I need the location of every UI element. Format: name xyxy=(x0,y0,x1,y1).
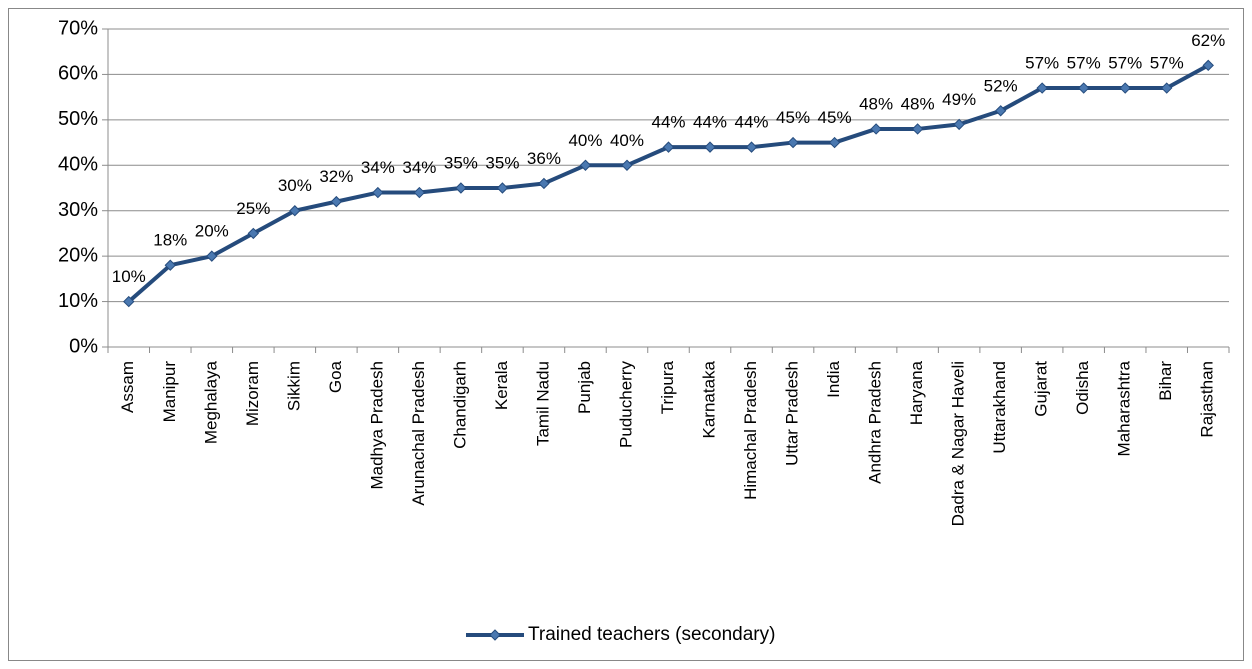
data-point xyxy=(372,186,384,199)
data-label: 57% xyxy=(1067,54,1101,73)
data-point xyxy=(911,123,924,135)
x-tick-label: Meghalaya xyxy=(201,360,220,444)
x-tick-label: Haryana xyxy=(907,360,926,425)
data-point xyxy=(953,118,965,131)
data-label: 25% xyxy=(236,199,270,218)
data-label: 48% xyxy=(901,94,935,113)
y-tick-label: 20% xyxy=(58,244,98,266)
data-label: 44% xyxy=(651,113,685,132)
data-point xyxy=(1161,82,1173,94)
data-point xyxy=(1036,82,1048,94)
x-tick-label: Assam xyxy=(118,361,137,413)
data-label: 44% xyxy=(735,113,769,132)
x-tick-label: Bihar xyxy=(1156,361,1175,401)
data-label: 40% xyxy=(568,131,602,150)
x-tick-label: Sikkim xyxy=(284,361,303,411)
data-point xyxy=(1202,59,1214,72)
data-point xyxy=(455,182,467,194)
data-label: 32% xyxy=(319,167,353,186)
legend-marker xyxy=(489,629,501,641)
x-tick-label: Punjab xyxy=(575,361,594,414)
data-label: 18% xyxy=(153,231,187,250)
x-tick-label: Karnataka xyxy=(700,360,719,438)
data-label: 30% xyxy=(278,176,312,195)
x-tick-label: Goa xyxy=(326,360,345,393)
x-tick-label: Puducherry xyxy=(616,361,635,448)
y-tick-label: 0% xyxy=(69,335,98,357)
x-tick-label: Rajasthan xyxy=(1198,361,1217,438)
x-tick-label: Madhya Pradesh xyxy=(367,361,386,490)
x-tick-label: Tamil Nadu xyxy=(533,361,552,446)
x-tick-label: Manipur xyxy=(160,361,179,423)
data-point xyxy=(496,182,509,194)
data-label: 35% xyxy=(485,153,519,172)
data-point xyxy=(787,136,799,149)
data-label: 10% xyxy=(112,267,146,286)
data-point xyxy=(994,105,1007,117)
data-label: 45% xyxy=(776,108,810,127)
y-tick-label: 40% xyxy=(58,154,98,176)
x-tick-label: Andhra Pradesh xyxy=(866,361,885,484)
data-point xyxy=(579,159,592,171)
x-tick-label: Odisha xyxy=(1073,360,1092,414)
data-label: 40% xyxy=(610,131,644,150)
x-tick-label: Arunachal Pradesh xyxy=(409,361,428,506)
data-point xyxy=(123,295,135,308)
data-point xyxy=(1119,82,1131,94)
x-tick-label: Kerala xyxy=(492,360,511,410)
data-label: 62% xyxy=(1191,31,1225,50)
data-point xyxy=(164,259,176,271)
x-tick-label: Himachal Pradesh xyxy=(741,361,760,500)
data-point xyxy=(662,141,675,153)
data-point xyxy=(330,195,343,208)
y-tick-label: 70% xyxy=(58,17,98,39)
data-point xyxy=(621,159,633,171)
data-label: 48% xyxy=(859,94,893,113)
data-point xyxy=(247,227,260,240)
y-tick-label: 50% xyxy=(58,108,98,130)
data-point xyxy=(704,141,716,153)
x-tick-label: Uttarakhand xyxy=(990,361,1009,454)
x-tick-label: Maharashtra xyxy=(1115,360,1134,456)
y-tick-label: 60% xyxy=(58,63,98,85)
x-tick-label: Tripura xyxy=(658,360,677,414)
y-tick-label: 30% xyxy=(58,199,98,221)
data-label: 57% xyxy=(1025,54,1059,73)
x-tick-label: India xyxy=(824,360,843,397)
data-label: 35% xyxy=(444,153,478,172)
data-label: 57% xyxy=(1108,54,1142,73)
data-label: 34% xyxy=(361,158,395,177)
data-point xyxy=(870,123,882,135)
data-point xyxy=(1077,82,1090,94)
x-tick-label: Gujarat xyxy=(1032,361,1051,417)
data-point xyxy=(745,141,758,153)
x-tick-label: Dadra & Nagar Haveli xyxy=(949,361,968,526)
data-point xyxy=(289,205,301,217)
data-label: 34% xyxy=(402,158,436,177)
legend-label: Trained teachers (secondary) xyxy=(528,624,775,645)
data-label: 57% xyxy=(1150,54,1184,73)
data-label: 52% xyxy=(984,76,1018,95)
chart-frame xyxy=(8,8,1244,661)
y-tick-label: 10% xyxy=(58,290,98,312)
data-label: 20% xyxy=(195,222,229,241)
data-label: 45% xyxy=(818,108,852,127)
data-point xyxy=(828,136,841,149)
data-point xyxy=(206,250,218,262)
data-label: 49% xyxy=(942,90,976,109)
x-tick-label: Chandigarh xyxy=(450,361,469,449)
data-point xyxy=(538,177,550,190)
x-tick-label: Uttar Pradesh xyxy=(783,361,802,466)
data-label: 36% xyxy=(527,149,561,168)
x-tick-label: Mizoram xyxy=(243,361,262,426)
data-point xyxy=(413,186,426,199)
data-label: 44% xyxy=(693,113,727,132)
